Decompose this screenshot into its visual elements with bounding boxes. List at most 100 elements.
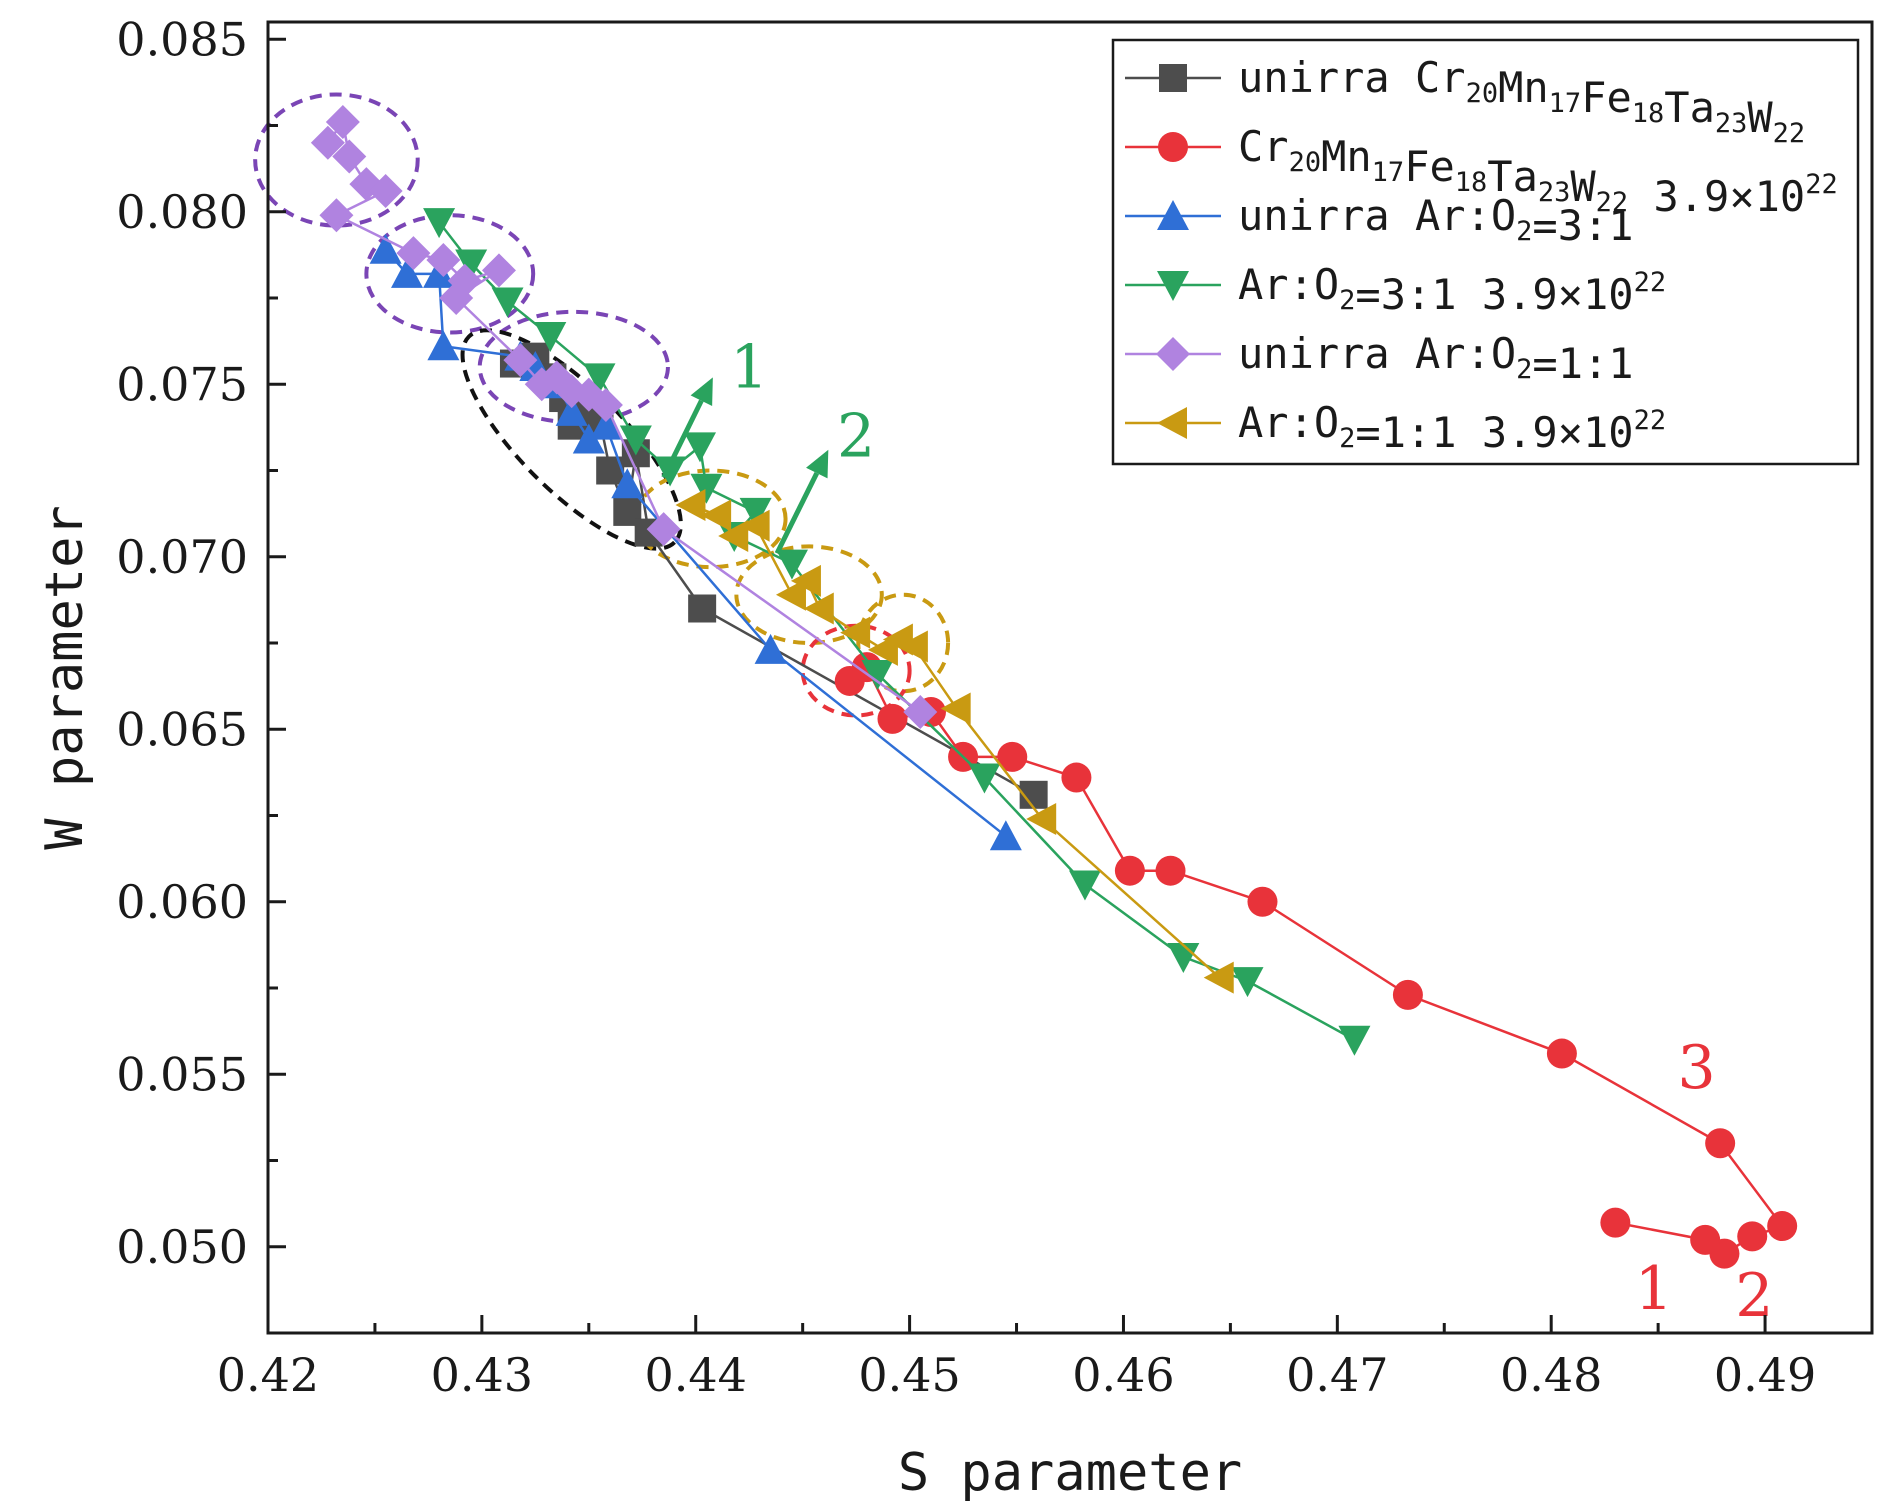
legend-marker: [1157, 271, 1189, 301]
data-point: [423, 257, 456, 288]
legend-marker: [1157, 407, 1187, 439]
annotation-label: 3: [1678, 1033, 1716, 1103]
ellipse-gold-3: [856, 592, 951, 694]
data-point: [840, 616, 871, 649]
series-line: [690, 503, 1221, 979]
plot-frame: [266, 20, 1874, 1335]
data-point: [491, 287, 524, 318]
x-tick-label: 0.45: [858, 1348, 960, 1402]
data-point: [583, 363, 616, 394]
data-point: [739, 497, 772, 528]
legend-box: [1111, 38, 1860, 466]
legend-entry: Cr20Mn17Fe18Ta23W22 3.9×1022: [1125, 122, 1838, 221]
ellipse-gold-2: [734, 544, 884, 646]
data-point: [369, 233, 402, 264]
data-point: [1392, 979, 1423, 1010]
legend-label: Ar:O2=1:1 3.9×1022: [1238, 398, 1666, 457]
data-point: [739, 509, 770, 542]
data-point: [1114, 855, 1145, 886]
data-point: [1155, 855, 1186, 886]
data-point: [790, 564, 821, 597]
annotation-label: 2: [837, 402, 875, 472]
legend-marker: [1157, 200, 1189, 230]
ellipse-purple-1: [253, 92, 420, 228]
data-point: [325, 105, 360, 140]
data-point: [701, 499, 732, 532]
legend-label: unirra Ar:O2=3:1: [1238, 191, 1634, 250]
data-point: [654, 456, 687, 487]
y-tick-label: 0.085: [116, 12, 248, 66]
data-point: [555, 395, 588, 426]
data-point: [775, 549, 808, 580]
data-point: [1546, 1038, 1577, 1069]
data-point: [1061, 762, 1092, 793]
data-point: [1167, 942, 1200, 973]
data-point: [718, 520, 749, 553]
y-tick-label: 0.070: [116, 530, 248, 584]
legend-marker: [1156, 337, 1190, 371]
data-point: [861, 660, 894, 691]
data-point: [589, 409, 622, 440]
data-point: [903, 695, 938, 729]
data-point: [427, 330, 460, 361]
data-point: [1737, 1221, 1768, 1252]
ellipse-gold-1: [633, 468, 788, 570]
data-point: [940, 692, 971, 725]
data-point: [997, 741, 1028, 772]
legend-label: Cr20Mn17Fe18Ta23W22 3.9×1022: [1238, 122, 1838, 221]
data-point: [968, 763, 1001, 794]
annotation-arrow: [774, 449, 829, 555]
data-point: [572, 423, 605, 454]
annotation-label: 1: [1635, 1254, 1673, 1324]
data-point: [426, 243, 461, 278]
data-point: [1026, 802, 1057, 835]
data-point: [439, 281, 474, 315]
data-point: [396, 236, 431, 271]
y-tick-label: 0.050: [116, 1220, 248, 1274]
data-point: [897, 630, 928, 663]
data-point: [1231, 967, 1264, 998]
data-point: [368, 174, 403, 209]
data-point: [588, 387, 623, 422]
data-point: [646, 512, 681, 547]
ellipse-purple-3: [477, 309, 670, 425]
data-point: [989, 820, 1022, 851]
legend-entry: Ar:O2=3:1 3.9×1022: [1125, 260, 1666, 319]
legend-label: unirra Cr20Mn17Fe18Ta23W22: [1238, 53, 1805, 149]
data-point: [1690, 1224, 1721, 1255]
data-point: [1338, 1025, 1371, 1056]
y-tick-label: 0.075: [116, 357, 248, 411]
y-tick-label: 0.060: [116, 875, 248, 929]
series-6: [675, 489, 1234, 994]
x-tick-label: 0.44: [645, 1348, 747, 1402]
data-point: [481, 253, 516, 288]
y-tick-label: 0.055: [116, 1047, 248, 1101]
legend-marker: [1159, 64, 1187, 92]
series-5: [310, 105, 938, 729]
series-layer: [310, 105, 1798, 1269]
x-tick-label: 0.49: [1714, 1348, 1816, 1402]
annotation-label: 2: [1735, 1261, 1773, 1331]
data-point: [1247, 886, 1278, 917]
series-2: [834, 652, 1798, 1269]
series-line: [384, 248, 1007, 838]
series-1: [499, 342, 1048, 809]
y-axis-title: W parameter: [35, 505, 95, 849]
legend-marker: [1158, 132, 1188, 162]
data-point: [877, 703, 908, 734]
y-tick-label: 0.080: [116, 185, 248, 239]
data-point: [775, 578, 806, 611]
series-3: [369, 233, 1022, 851]
x-axis-title: S parameter: [898, 1443, 1242, 1503]
data-point: [503, 343, 538, 378]
ellipse-purple-2: [364, 213, 536, 335]
data-point: [684, 432, 717, 463]
legend-entry: unirra Cr20Mn17Fe18Ta23W22: [1125, 53, 1805, 149]
data-point: [754, 633, 787, 664]
legend-label: unirra Ar:O2=1:1: [1238, 329, 1634, 388]
highlight-ellipses: [253, 92, 951, 718]
y-tick-label: 0.065: [116, 702, 248, 756]
x-tick-label: 0.42: [217, 1348, 319, 1402]
data-point: [534, 321, 567, 352]
